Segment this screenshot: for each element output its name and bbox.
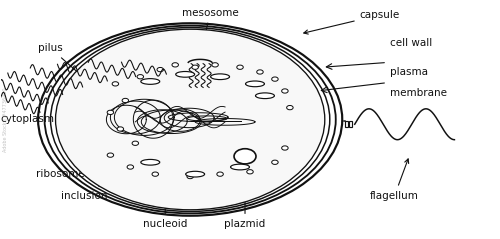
Text: capsule: capsule	[304, 10, 400, 34]
Ellipse shape	[282, 89, 288, 93]
Text: pilus: pilus	[38, 43, 82, 76]
Text: flagellum: flagellum	[370, 159, 419, 201]
Bar	[348, 121, 352, 127]
Text: ribosome: ribosome	[36, 150, 107, 179]
Ellipse shape	[112, 82, 118, 86]
Text: membrane: membrane	[390, 88, 446, 98]
Ellipse shape	[212, 63, 218, 67]
Ellipse shape	[272, 77, 278, 81]
Ellipse shape	[210, 74, 230, 80]
Ellipse shape	[141, 159, 160, 165]
Ellipse shape	[192, 65, 198, 69]
Ellipse shape	[132, 141, 138, 145]
Ellipse shape	[256, 70, 263, 74]
Ellipse shape	[256, 93, 274, 99]
Ellipse shape	[38, 23, 342, 216]
Ellipse shape	[230, 164, 250, 170]
Text: nucleoid: nucleoid	[143, 152, 188, 229]
Ellipse shape	[157, 67, 164, 72]
Ellipse shape	[282, 146, 288, 150]
Text: cytoplasm: cytoplasm	[0, 114, 86, 125]
Ellipse shape	[56, 29, 325, 210]
Ellipse shape	[247, 170, 253, 174]
Ellipse shape	[141, 79, 160, 84]
Ellipse shape	[137, 75, 143, 79]
Ellipse shape	[117, 127, 123, 131]
Text: Adobe Stock | #47736400: Adobe Stock | #47736400	[3, 87, 8, 152]
Ellipse shape	[152, 172, 158, 176]
Ellipse shape	[107, 110, 114, 114]
Ellipse shape	[176, 71, 195, 77]
Text: mesosome: mesosome	[182, 8, 238, 54]
Bar	[344, 121, 348, 127]
Text: plasma: plasma	[390, 67, 428, 77]
Ellipse shape	[237, 65, 244, 69]
Ellipse shape	[122, 98, 128, 103]
Ellipse shape	[127, 165, 134, 169]
Text: plazmid: plazmid	[224, 166, 266, 229]
Ellipse shape	[246, 81, 264, 87]
Ellipse shape	[234, 149, 256, 164]
Text: cell wall: cell wall	[390, 38, 432, 49]
Ellipse shape	[107, 153, 114, 157]
Text: inclusion: inclusion	[60, 169, 127, 201]
Ellipse shape	[272, 160, 278, 164]
Ellipse shape	[186, 171, 204, 177]
Ellipse shape	[44, 26, 336, 213]
Ellipse shape	[50, 27, 330, 212]
Ellipse shape	[286, 105, 293, 110]
Ellipse shape	[187, 174, 194, 179]
Ellipse shape	[217, 172, 224, 176]
Ellipse shape	[172, 63, 178, 67]
